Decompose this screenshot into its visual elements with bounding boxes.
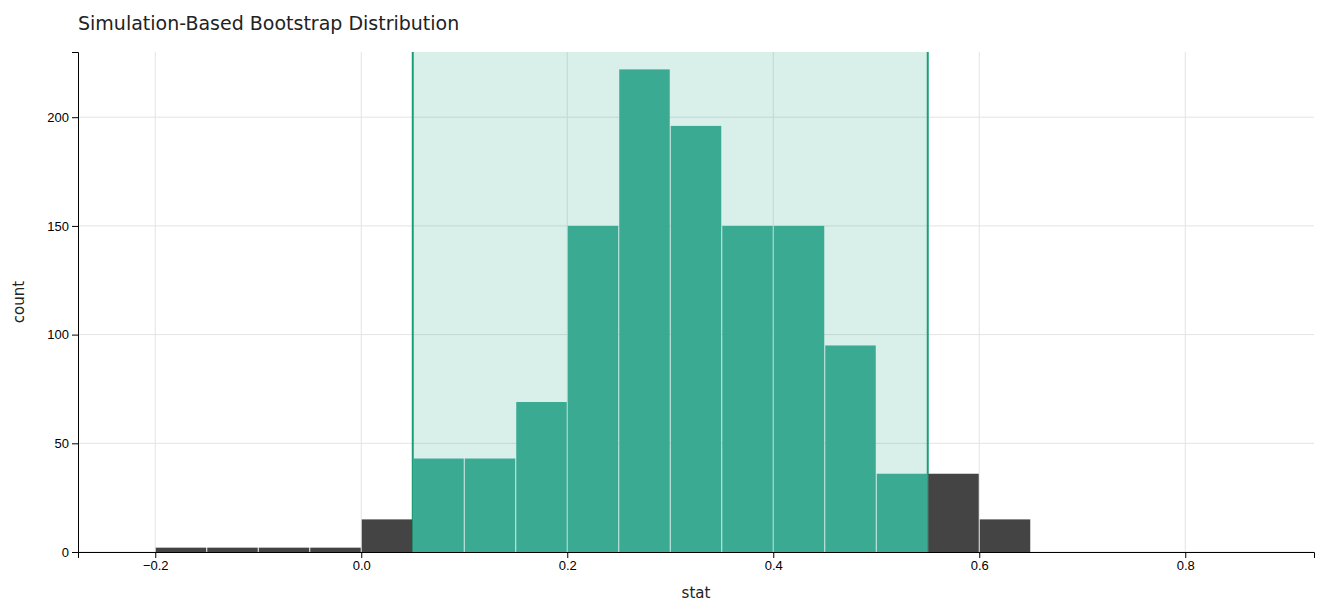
bar [156,548,207,552]
tick: 0 [62,545,78,560]
y-axis: 0 50 100 150 200 [47,53,78,560]
tick-label: 150 [47,219,69,234]
tick-mark [773,552,774,558]
tick-mark [72,117,78,118]
tick: 0.0 [353,552,371,573]
x-axis: −0.2 0.0 0.2 0.4 0.6 0.8 [79,552,1315,573]
tick: 0.4 [765,552,783,573]
bar [207,548,258,552]
tick-mark [72,552,78,553]
tick-mark [979,552,980,558]
bar [465,459,516,552]
bar [774,226,825,552]
tick: −0.2 [143,552,169,573]
tick-mark [1185,552,1186,558]
axis-line [72,53,79,553]
tick-mark [72,335,78,336]
grid-line-x [361,52,362,552]
tick-label: 50 [55,436,69,451]
grid-line-x [1185,52,1186,552]
tick-mark [567,552,568,558]
tick-label: 0 [62,545,69,560]
chart: −0.2 0.0 0.2 0.4 0.6 0.8 0 50 100 150 200 Simulatio… [0,0,1344,614]
bar [825,345,876,552]
tick-mark [361,552,362,558]
bar [722,226,773,552]
tick-label: −0.2 [143,558,169,573]
title: Simulation-Based Bootstrap Distribution [78,12,459,34]
tick-label: 200 [47,110,69,125]
tick: 0.6 [971,552,989,573]
tick: 200 [47,110,78,125]
tick-label: 100 [47,327,69,342]
grid [78,52,1314,552]
tick-mark [72,443,78,444]
y-axis-title: count [10,281,28,323]
tick: 150 [47,219,78,234]
tick: 50 [55,436,78,451]
tick-mark [155,552,156,558]
tick-label: 0.8 [1177,558,1195,573]
bar [516,402,567,552]
bar [568,226,619,552]
tick: 0.2 [559,552,577,573]
bar [877,474,928,552]
bar [259,548,310,552]
bar [619,69,670,552]
axis-line [79,553,1315,559]
grid-line-x [979,52,980,552]
tick: 100 [47,327,78,342]
bar [362,519,413,552]
tick-label: 0.2 [559,558,577,573]
tick-label: 0.4 [765,558,783,573]
bar [310,548,361,552]
tick-label: 0.6 [971,558,989,573]
tick: 0.8 [1177,552,1195,573]
grid-line-x [155,52,156,552]
x-axis-title: stat [682,584,711,602]
bar [928,474,979,552]
ci-region [413,52,928,552]
bars [156,69,1031,552]
plot-area [156,52,1031,552]
bar [413,459,464,552]
tick-label: 0.0 [353,558,371,573]
tick-mark [72,226,78,227]
bar [671,126,722,552]
bar [980,519,1031,552]
